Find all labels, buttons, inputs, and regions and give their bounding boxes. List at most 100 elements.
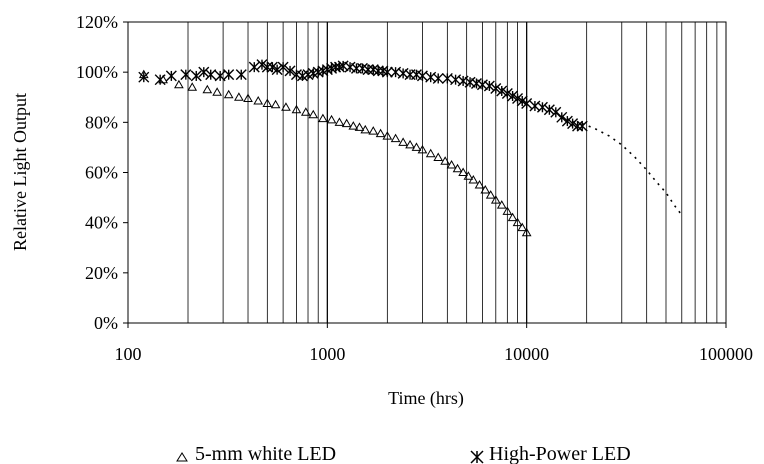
- legend-label-5mm: 5-mm white LED: [195, 443, 336, 464]
- triangle-point: [398, 137, 408, 146]
- asterisk-point: [154, 74, 166, 86]
- triangle-point: [243, 93, 253, 103]
- triangle-point: [390, 133, 401, 143]
- triangle-point: [291, 104, 302, 114]
- asterisk-point: [496, 85, 508, 97]
- triangle-point: [496, 200, 507, 209]
- asterisk-point: [576, 120, 588, 132]
- triangle-point: [270, 99, 281, 109]
- asterisk-point: [337, 60, 349, 72]
- triangle-point: [490, 195, 501, 204]
- triangle-point: [341, 118, 352, 128]
- asterisk-point: [344, 61, 356, 73]
- triangle-point: [417, 144, 428, 154]
- y-axis-title: Relative Light Output: [10, 93, 30, 251]
- triangle-point: [187, 82, 198, 91]
- triangle-point: [411, 142, 422, 151]
- asterisk-point: [248, 61, 260, 73]
- plot-frame: [127, 21, 727, 324]
- triangle-point: [440, 156, 451, 165]
- asterisk-point: [397, 67, 409, 79]
- triangle-point: [234, 92, 244, 101]
- triangle-point: [382, 131, 393, 140]
- legend-label-high-power: High-Power LED: [489, 443, 631, 464]
- triangle-point: [452, 163, 463, 173]
- asterisk-point: [277, 61, 289, 73]
- asterisk-point: [261, 61, 273, 73]
- triangle-point: [521, 227, 532, 237]
- asterisk-point: [165, 70, 177, 82]
- triangle-point: [375, 128, 386, 138]
- triangle-point: [223, 89, 234, 99]
- asterisk-point: [476, 79, 488, 91]
- asterisk-point: [381, 66, 393, 78]
- triangle-point: [502, 206, 513, 215]
- asterisk-point: [138, 71, 150, 83]
- asterisk-point: [521, 98, 533, 110]
- x-tick-label: 100: [115, 344, 142, 364]
- triangle-point: [446, 159, 457, 169]
- x-axis-title: Time (hrs): [388, 388, 464, 409]
- asterisk-point: [205, 69, 217, 81]
- triangle-point: [360, 124, 371, 134]
- triangle-point: [262, 98, 273, 108]
- asterisk-point: [556, 111, 568, 123]
- asterisk-point: [235, 69, 247, 81]
- triangle-point: [308, 109, 319, 119]
- triangle-point: [458, 167, 468, 176]
- series-1: [138, 59, 588, 132]
- triangle-point: [281, 102, 291, 111]
- triangle-point: [433, 152, 444, 161]
- asterisk-point: [561, 115, 573, 127]
- triangle-point: [405, 139, 415, 149]
- asterisk-point: [180, 69, 192, 81]
- legend-triangle-marker: [176, 452, 188, 462]
- triangle-point: [202, 84, 213, 94]
- high-power-trend-line: [581, 122, 683, 216]
- y-tick-label: 20%: [85, 263, 118, 283]
- asterisk-point: [190, 70, 202, 82]
- asterisk-point: [284, 65, 296, 77]
- triangle-point: [463, 171, 474, 180]
- legend-item-5mm: 5-mm white LED: [176, 443, 336, 464]
- triangle-point: [468, 175, 479, 184]
- asterisk-point: [501, 87, 513, 99]
- asterisk-point: [543, 104, 555, 116]
- y-tick-label: 60%: [85, 163, 118, 183]
- y-tick-label: 100%: [76, 62, 118, 82]
- triangle-point: [480, 185, 491, 194]
- asterisk-point: [490, 82, 502, 94]
- x-tick-label: 10000: [504, 344, 549, 364]
- triangle-point: [300, 107, 311, 116]
- asterisk-point: [350, 62, 362, 74]
- triangle-point: [425, 148, 436, 158]
- asterisk-point: [271, 64, 283, 76]
- asterisk-point: [457, 75, 469, 87]
- asterisk-point: [432, 72, 444, 84]
- asterisk-point: [223, 69, 235, 81]
- triangle-point: [334, 117, 345, 126]
- triangle-point: [368, 126, 379, 135]
- series-0: [138, 69, 532, 237]
- triangle-point: [253, 96, 264, 105]
- triangle-point: [212, 87, 222, 96]
- triangle-point: [354, 122, 365, 131]
- triangle-point: [517, 222, 528, 232]
- triangle-point: [474, 180, 485, 189]
- triangle-point: [326, 114, 337, 124]
- asterisk-point: [372, 65, 384, 77]
- asterisk-point: [483, 80, 495, 92]
- triangle-point: [174, 79, 184, 89]
- x-tick-label: 1000: [309, 344, 345, 364]
- series-layer: [138, 59, 683, 237]
- y-tick-label: 40%: [85, 213, 118, 233]
- y-tick-label: 80%: [85, 112, 118, 132]
- legend-asterisk-marker: [470, 450, 484, 464]
- triangle-point: [318, 113, 328, 123]
- asterisk-point: [536, 101, 548, 113]
- tick-labels: 0% 20% 40% 60% 80% 100% 120% 100 1000 10000 100000: [76, 12, 753, 364]
- asterisk-point: [256, 59, 268, 71]
- triangle-point: [512, 217, 523, 227]
- axes: [123, 21, 727, 328]
